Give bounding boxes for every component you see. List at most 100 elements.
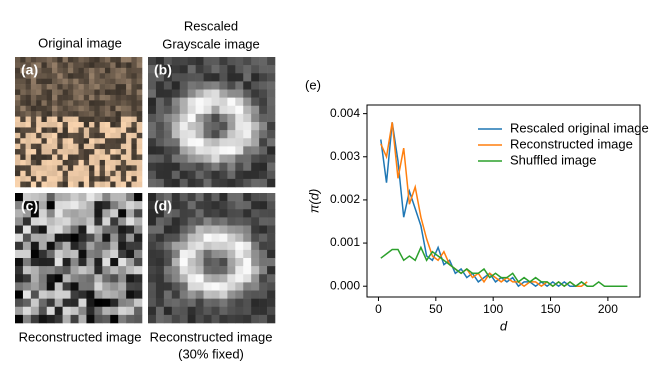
pixel <box>251 113 260 123</box>
pixel <box>131 94 138 101</box>
pixel <box>259 193 268 202</box>
pixel <box>115 159 122 166</box>
pixel <box>25 78 32 85</box>
pixel <box>115 57 122 63</box>
pixel <box>259 306 268 316</box>
pixel <box>115 100 122 107</box>
pixel <box>243 170 252 180</box>
pixel <box>73 132 79 139</box>
pixel <box>78 143 85 150</box>
pixel <box>134 225 143 234</box>
pixel <box>22 274 32 283</box>
pixel <box>155 290 165 299</box>
pixel <box>136 100 143 107</box>
image-caption: (30% fixed) <box>178 346 244 361</box>
pixel <box>94 100 100 107</box>
pixel <box>110 298 119 308</box>
pixel <box>36 89 42 96</box>
pixel <box>99 84 106 90</box>
pixel <box>131 73 138 79</box>
pixel <box>203 146 212 155</box>
pixel <box>179 162 188 172</box>
pixel <box>62 266 71 275</box>
pixel <box>70 258 79 267</box>
pixel <box>89 154 95 161</box>
pixel <box>171 282 181 291</box>
pixel <box>57 67 63 74</box>
pixel <box>118 241 127 251</box>
pixel <box>227 290 236 299</box>
pixel <box>15 132 21 139</box>
pixel <box>120 181 127 188</box>
pixel <box>235 89 244 98</box>
pixel <box>163 241 173 251</box>
pixel <box>267 122 276 131</box>
pixel <box>73 154 79 161</box>
pixel <box>83 154 90 161</box>
pixel <box>243 282 252 291</box>
pixel <box>62 249 71 259</box>
pixel <box>20 149 26 155</box>
pixel <box>227 105 236 115</box>
pixel <box>131 84 138 90</box>
pixel <box>203 233 212 243</box>
pixel <box>70 282 79 291</box>
pixel <box>163 57 173 66</box>
pixel <box>104 100 111 107</box>
pixel <box>30 266 40 275</box>
pixel <box>148 73 157 82</box>
pixel <box>148 282 157 291</box>
pixel <box>22 306 32 316</box>
pixel <box>41 154 48 161</box>
pixel <box>25 57 32 63</box>
pixel <box>15 165 21 172</box>
pixel <box>57 78 63 85</box>
pixel <box>104 78 111 85</box>
pixel <box>94 290 103 299</box>
pixel <box>118 298 127 308</box>
pixel <box>259 130 268 139</box>
pixel <box>15 282 24 291</box>
pixel <box>20 105 26 112</box>
pixel <box>30 159 37 166</box>
pixel <box>25 154 32 161</box>
pixel <box>171 89 181 98</box>
pixel <box>41 89 48 96</box>
pixel <box>36 159 42 166</box>
pixel <box>30 122 37 128</box>
pixel <box>227 122 236 131</box>
pixel <box>227 89 236 98</box>
pixel <box>78 165 85 172</box>
pixel <box>115 111 122 117</box>
pixel <box>36 84 42 90</box>
pixel <box>70 233 79 243</box>
pixel <box>67 170 74 177</box>
pixel <box>195 217 204 226</box>
pixel <box>36 165 42 172</box>
pixel <box>104 149 111 155</box>
pixel <box>89 176 95 182</box>
pixel <box>251 105 260 115</box>
pixel <box>243 249 252 259</box>
pixel <box>148 122 157 131</box>
pixel <box>115 116 122 123</box>
pixel <box>54 193 63 202</box>
pixel <box>99 149 106 155</box>
pixel <box>102 217 111 226</box>
pixel <box>110 127 116 134</box>
pixel <box>243 178 252 188</box>
pixel <box>104 67 111 74</box>
pixel <box>235 282 244 291</box>
pixel <box>179 105 188 115</box>
pixel <box>267 225 276 234</box>
pixel <box>22 249 32 259</box>
pixel <box>179 225 188 234</box>
pixel <box>243 113 252 123</box>
pixel <box>203 249 212 259</box>
pixel <box>131 149 138 155</box>
pixel <box>30 84 37 90</box>
pixel <box>243 162 252 172</box>
pixel <box>46 149 53 155</box>
pixel <box>57 159 63 166</box>
pixel <box>203 105 212 115</box>
